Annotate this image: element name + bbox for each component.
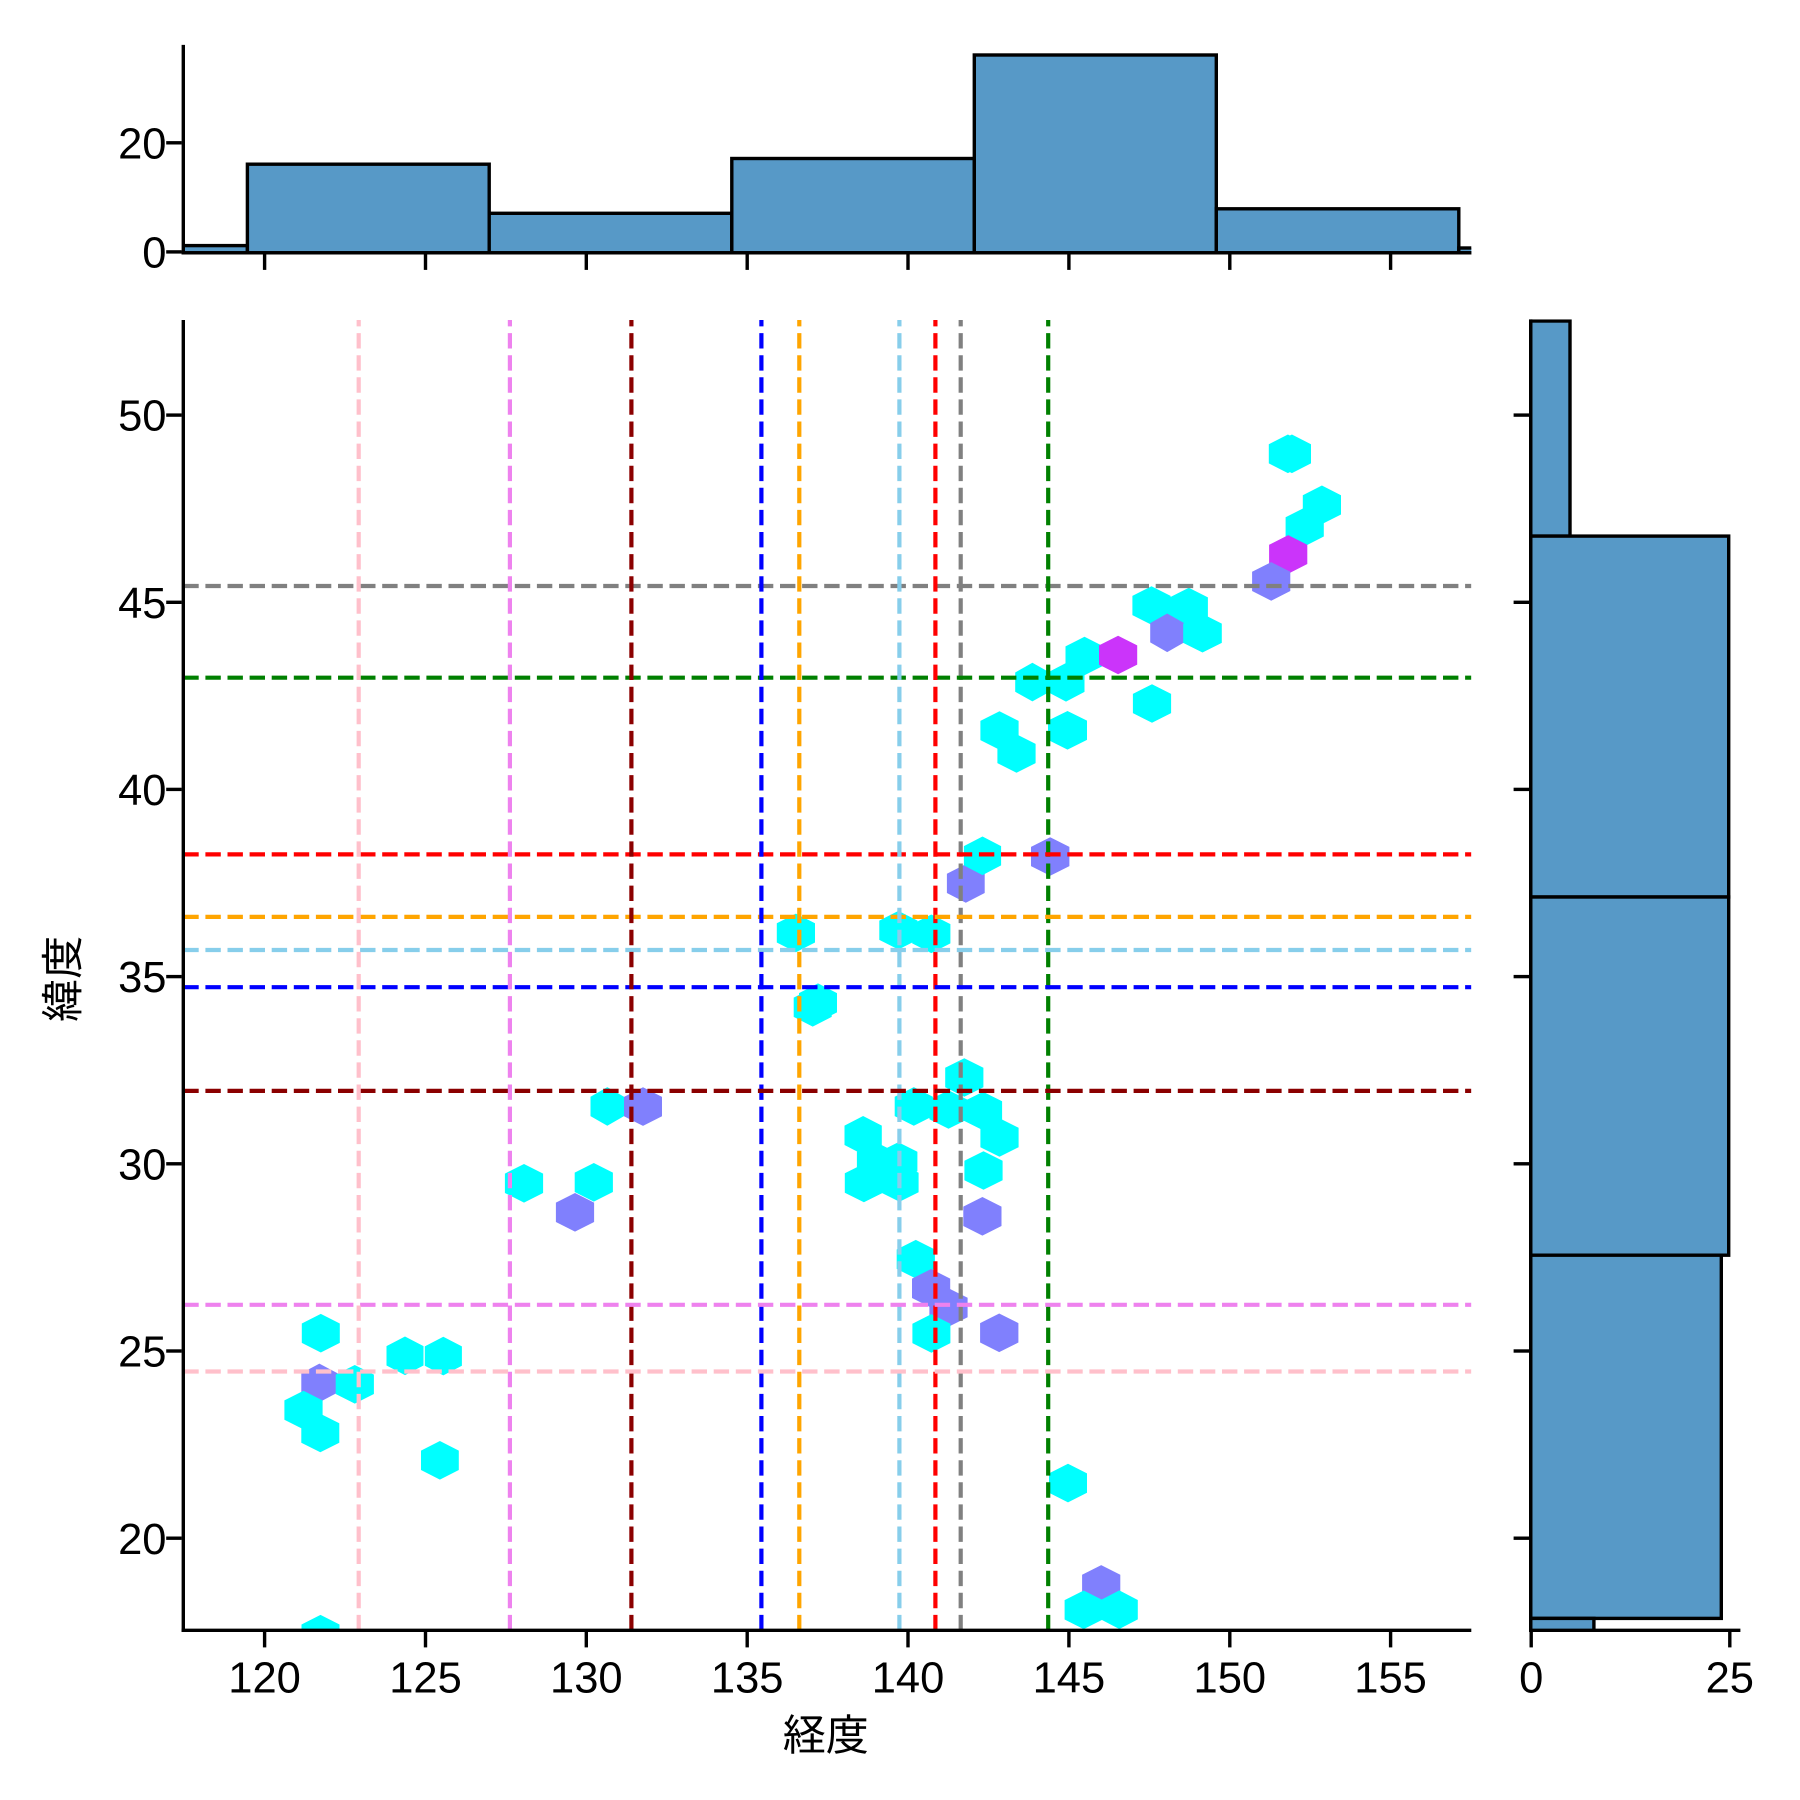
svg-text:120: 120 <box>228 1654 301 1702</box>
svg-text:40: 40 <box>118 767 166 815</box>
svg-text:0: 0 <box>142 230 166 278</box>
svg-text:135: 135 <box>711 1654 784 1702</box>
svg-text:50: 50 <box>118 393 166 441</box>
svg-text:25: 25 <box>1706 1654 1754 1702</box>
svg-text:150: 150 <box>1194 1654 1267 1702</box>
svg-text:30: 30 <box>118 1141 166 1189</box>
svg-text:35: 35 <box>118 954 166 1002</box>
svg-text:145: 145 <box>1033 1654 1106 1702</box>
svg-text:125: 125 <box>389 1654 462 1702</box>
svg-text:140: 140 <box>872 1654 945 1702</box>
svg-text:25: 25 <box>118 1329 166 1377</box>
svg-text:155: 155 <box>1354 1654 1427 1702</box>
svg-text:45: 45 <box>118 580 166 628</box>
svg-text:0: 0 <box>1519 1654 1543 1702</box>
svg-text:20: 20 <box>118 1516 166 1564</box>
svg-text:20: 20 <box>118 120 166 168</box>
svg-text:130: 130 <box>550 1654 623 1702</box>
